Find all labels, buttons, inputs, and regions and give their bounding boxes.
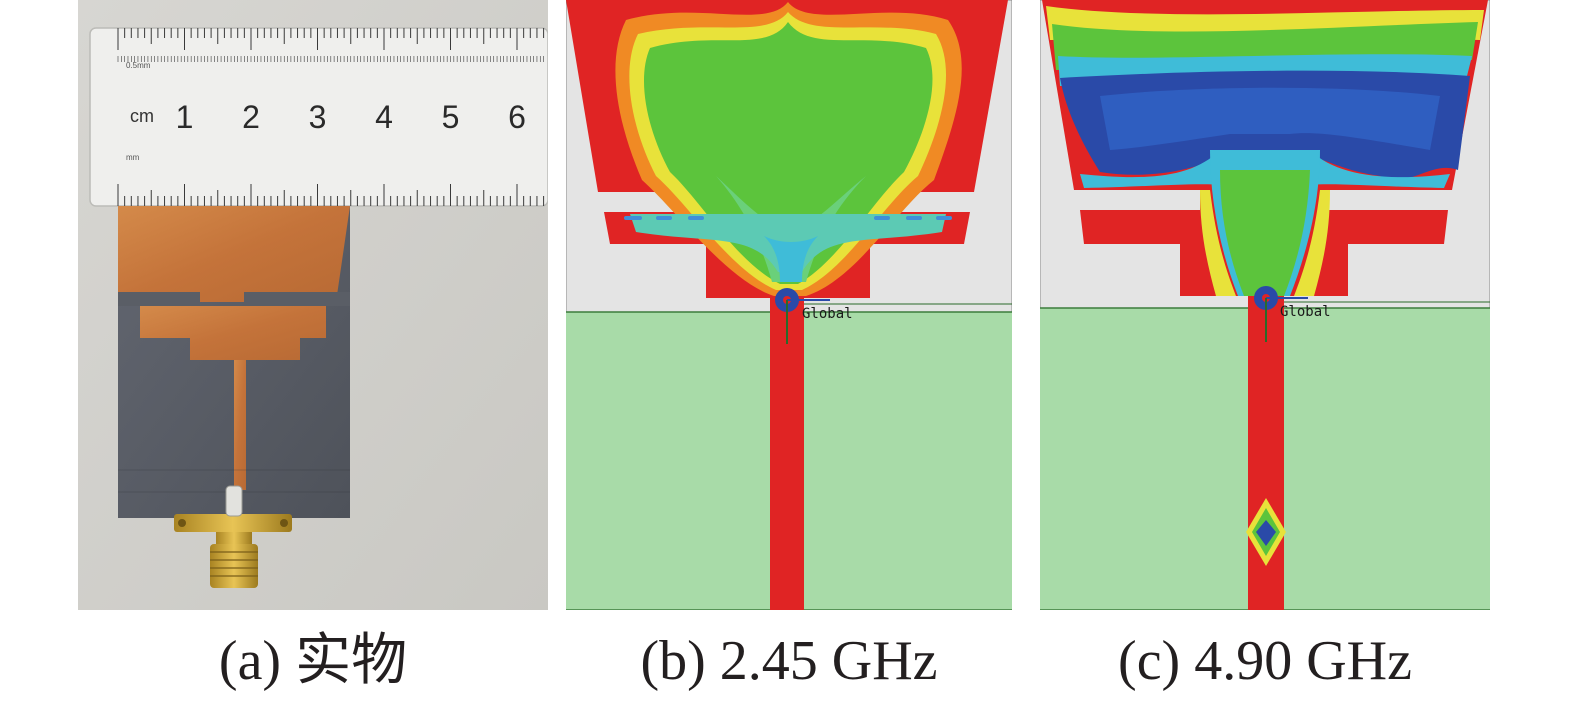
caption-245ghz: (b) 2.45 GHz xyxy=(640,630,938,692)
ruler-unit: cm xyxy=(130,106,154,126)
antenna-photo: 0.5mm mm cm 1 2 3 4 5 6 xyxy=(78,0,548,610)
ruler-number: 2 xyxy=(242,99,260,135)
ruler-number: 5 xyxy=(442,99,460,135)
photo-panel: 0.5mm mm cm 1 2 3 4 5 6 xyxy=(78,0,548,610)
feed-line-field xyxy=(770,298,804,610)
copper-step xyxy=(140,306,326,360)
sim-panel-490ghz: Global xyxy=(1040,0,1490,610)
current-distribution-245ghz: Global xyxy=(566,0,1012,610)
sma-connector xyxy=(174,485,292,588)
copper-patch xyxy=(118,206,350,302)
caption-photo: (a) 实物 xyxy=(218,630,408,692)
ruler-bottom-mark: mm xyxy=(126,153,140,162)
axis-label: Global xyxy=(1280,304,1331,320)
ruler-number: 1 xyxy=(176,99,194,135)
feed-line xyxy=(234,360,246,490)
current-distribution-490ghz: Global xyxy=(1040,0,1490,610)
ruler-number: 3 xyxy=(309,99,327,135)
ruler-top-mark: 0.5mm xyxy=(126,61,151,70)
ruler: 0.5mm mm cm 1 2 3 4 5 6 xyxy=(89,27,548,207)
ruler-number: 4 xyxy=(375,99,393,135)
ruler-number: 6 xyxy=(508,99,526,135)
caption-490ghz: (c) 4.90 GHz xyxy=(1118,630,1412,692)
axis-label: Global xyxy=(802,306,853,322)
sim-panel-245ghz: Global xyxy=(566,0,1012,610)
